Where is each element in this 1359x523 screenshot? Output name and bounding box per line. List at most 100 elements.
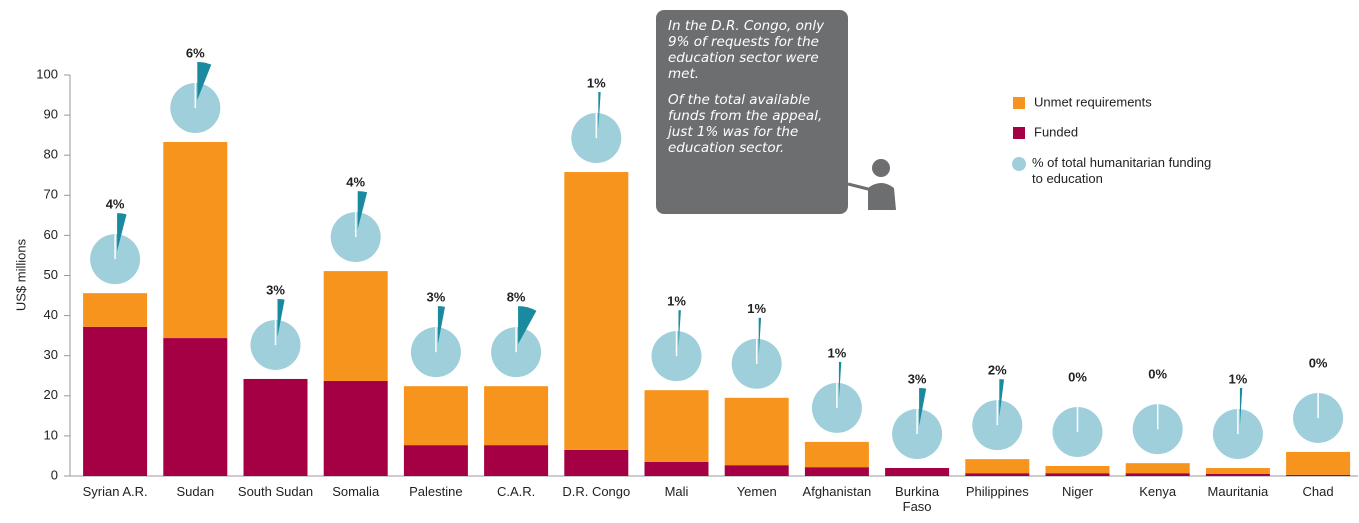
share-label: 1% (587, 75, 606, 90)
share-label: 3% (266, 282, 285, 297)
bar-segment (644, 390, 709, 462)
x-tick-label: Kenya (1139, 484, 1177, 499)
share-slice (598, 92, 601, 131)
bar-segment (403, 445, 468, 476)
annotation-text: In the D.R. Congo, only 9% of requests f… (668, 18, 825, 82)
bar-segment (83, 293, 148, 327)
bar-segment (724, 465, 789, 476)
bar-segment (1125, 463, 1190, 474)
y-tick-label: 0 (51, 467, 58, 482)
y-tick-label: 90 (44, 107, 58, 122)
bar-segment (323, 380, 388, 476)
share-slice (838, 361, 842, 400)
share-slice (197, 61, 212, 100)
y-tick-label: 80 (44, 147, 58, 162)
share-label: 0% (1068, 369, 1087, 384)
bar-segment (804, 441, 869, 468)
x-tick-label: Chad (1302, 484, 1334, 499)
bar-segment (484, 445, 549, 476)
share-slice (1239, 387, 1243, 426)
annotation: In the D.R. Congo, only 9% of requests f… (656, 10, 848, 214)
annotation-text: Of the total available funds from the ap… (668, 92, 823, 156)
bar-segment (1045, 473, 1110, 476)
x-tick-label: D.R. Congo (562, 484, 631, 499)
bar-segment (724, 397, 789, 466)
legend-label: Unmet requirements (1034, 94, 1152, 109)
bar-segment (163, 141, 228, 339)
share-label: 1% (1229, 371, 1248, 386)
legend-swatch (1013, 97, 1025, 109)
x-tick-label: Burkina Faso (895, 484, 940, 514)
legend-swatch (1012, 157, 1026, 171)
x-tick-label: Afghanistan (802, 484, 872, 499)
bar-segment (83, 326, 148, 476)
share-label: 1% (667, 294, 686, 309)
share-slice (999, 379, 1005, 418)
share-slice (357, 191, 368, 230)
share-slice (117, 213, 127, 252)
x-tick-label: Syrian A.R. (82, 484, 148, 499)
x-tick-label: Palestine (409, 484, 463, 499)
x-tick-label: Mali (664, 484, 689, 499)
share-label: 1% (747, 301, 766, 316)
bar-segment (1286, 451, 1351, 475)
x-tick-label: C.A.R. (496, 484, 536, 499)
bar-segment (1286, 474, 1351, 476)
bar-segment (1045, 465, 1110, 474)
share-slice (919, 387, 927, 426)
legend-label-box: % of total humanitarian funding to educa… (1032, 155, 1212, 186)
share-slice (518, 306, 537, 345)
x-tick-label: Niger (1061, 484, 1094, 499)
x-tick-label: Somalia (332, 484, 380, 499)
share-label: 4% (106, 197, 125, 212)
y-tick-label: 40 (44, 307, 58, 322)
y-tick-label: 70 (44, 187, 58, 202)
share-slice (437, 306, 446, 345)
share-slice (678, 310, 681, 349)
share-label: 6% (186, 45, 205, 60)
y-tick-label: 20 (44, 387, 58, 402)
legend-swatch (1013, 127, 1025, 139)
legend-label: % of total humanitarian funding to educa… (1032, 155, 1212, 186)
legend-label: Funded (1034, 124, 1078, 139)
bar-segment (163, 338, 228, 476)
bar-segment (323, 271, 388, 381)
presenter-icon (847, 159, 896, 210)
x-tick-label: Philippines (965, 484, 1029, 499)
share-slice (758, 317, 762, 356)
y-axis-label: US$ millions (13, 238, 28, 311)
y-tick-label: 10 (44, 427, 58, 442)
x-tick-label: Sudan (176, 484, 215, 499)
share-label: 3% (427, 290, 446, 305)
y-tick-label: 100 (36, 66, 58, 81)
share-label: 3% (908, 371, 927, 386)
bar-segment (564, 172, 629, 450)
bar-segment (644, 461, 709, 476)
bar-segment (965, 473, 1030, 476)
bar-segment (243, 378, 308, 476)
x-tick-label: Mauritania (1207, 484, 1269, 499)
bar-segment (403, 386, 468, 446)
bar-segment (484, 386, 549, 446)
bar-segment (965, 459, 1030, 474)
x-tick-label: South Sudan (237, 484, 314, 499)
share-label: 2% (988, 363, 1007, 378)
share-label: 0% (1148, 367, 1167, 382)
bar-segment (1205, 473, 1270, 476)
share-pie (170, 82, 221, 133)
share-label: 4% (346, 175, 365, 190)
bar-segment (885, 467, 950, 476)
x-tick-label: Yemen (736, 484, 777, 499)
y-tick-label: 60 (44, 227, 58, 242)
bar-segment (1125, 473, 1190, 476)
bar-segment (1205, 467, 1270, 474)
share-label: 1% (828, 345, 847, 360)
bar-segment (564, 449, 629, 476)
share-label: 8% (507, 290, 526, 305)
share-label: 0% (1309, 355, 1328, 370)
y-tick-label: 50 (44, 267, 58, 282)
share-slice (277, 298, 285, 337)
y-tick-label: 30 (44, 347, 58, 362)
